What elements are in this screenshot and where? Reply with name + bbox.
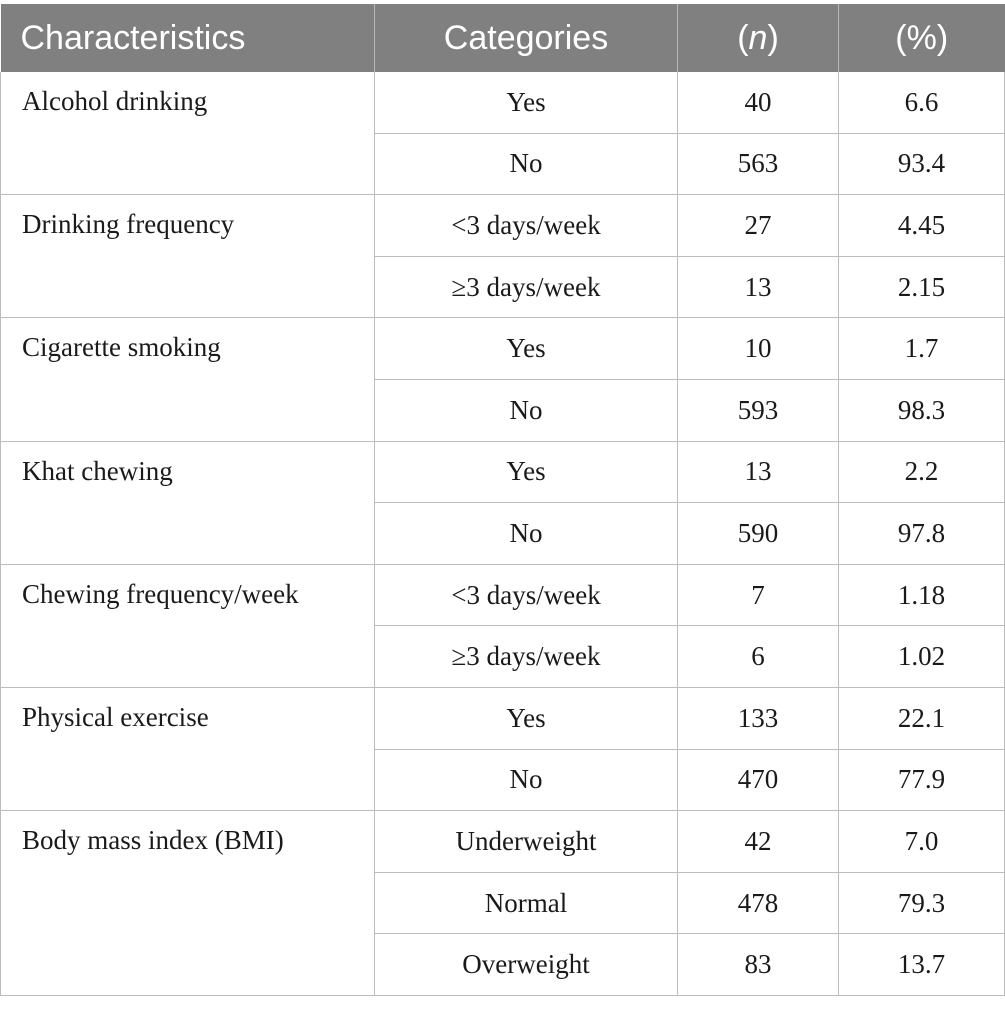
header-n: (n): [677, 4, 839, 72]
characteristic-cell: Khat chewing: [0, 441, 375, 565]
percent-cell: 4.45: [838, 194, 1005, 257]
table-row: No 563 93.4: [1, 133, 1005, 196]
category-cell: Normal: [374, 872, 678, 935]
category-cell: No: [374, 502, 678, 565]
percent-cell: 22.1: [838, 687, 1005, 750]
header-percent: (%): [838, 4, 1005, 72]
percent-cell: 2.2: [838, 441, 1005, 504]
table-row: Overweight 83 13.7: [1, 933, 1005, 996]
table-header: Characteristics Categories (n) (%): [0, 4, 1005, 72]
count-cell: 133: [677, 687, 839, 750]
count-cell: 590: [677, 502, 839, 565]
count-cell: 27: [677, 194, 839, 257]
category-cell: No: [374, 749, 678, 812]
percent-cell: 1.18: [838, 564, 1005, 627]
category-cell: Yes: [374, 317, 678, 380]
header-characteristics: Characteristics: [0, 4, 375, 72]
header-n-close: ): [767, 18, 779, 57]
table-row: Drinking frequency <3 days/week 27 4.45: [0, 194, 1005, 319]
percent-cell: 79.3: [838, 872, 1005, 935]
percent-cell: 13.7: [838, 933, 1005, 996]
percent-cell: 93.4: [838, 133, 1005, 196]
category-cell: Underweight: [374, 810, 678, 873]
count-cell: 13: [677, 441, 839, 504]
percent-cell: 98.3: [838, 379, 1005, 442]
characteristic-cell: Alcohol drinking: [0, 72, 375, 196]
table-row: No 590 97.8: [1, 502, 1005, 565]
characteristic-cell: Physical exercise: [0, 687, 375, 812]
category-cell: ≥3 days/week: [374, 625, 678, 688]
header-n-open: (: [737, 18, 749, 57]
percent-cell: 77.9: [838, 749, 1005, 812]
count-cell: 83: [677, 933, 839, 996]
percent-cell: 1.02: [838, 625, 1005, 688]
count-cell: 40: [677, 72, 839, 134]
category-cell: No: [374, 133, 678, 196]
category-cell: ≥3 days/week: [374, 256, 678, 319]
category-cell: Yes: [374, 441, 678, 504]
percent-cell: 6.6: [838, 72, 1005, 134]
table-row: Physical exercise Yes 133 22.1: [0, 687, 1005, 812]
count-cell: 6: [677, 625, 839, 688]
count-cell: 13: [677, 256, 839, 319]
category-cell: Yes: [374, 687, 678, 750]
count-cell: 593: [677, 379, 839, 442]
table-row: Normal 478 79.3: [1, 872, 1005, 935]
characteristic-cell: Chewing frequency/week: [0, 564, 375, 688]
characteristic-cell: Body mass index (BMI): [0, 810, 375, 996]
table-body: Alcohol drinking Yes 40 6.6 No 563 93.4 Drinkin…: [0, 72, 1005, 996]
table-row: No 470 77.9: [1, 749, 1005, 812]
percent-cell: 97.8: [838, 502, 1005, 565]
table-row: Alcohol drinking Yes 40 6.6: [0, 72, 1005, 196]
table-row: ≥3 days/week 13 2.15: [1, 256, 1005, 319]
category-cell: <3 days/week: [374, 194, 678, 257]
table-row: Khat chewing Yes 13 2.2: [0, 441, 1005, 565]
category-cell: <3 days/week: [374, 564, 678, 627]
table-row: Cigarette smoking Yes 10 1.7: [0, 317, 1005, 442]
header-categories: Categories: [374, 4, 678, 72]
header-row: Characteristics Categories (n) (%): [0, 4, 1005, 72]
count-cell: 470: [677, 749, 839, 812]
characteristic-cell: Cigarette smoking: [0, 317, 375, 442]
category-cell: No: [374, 379, 678, 442]
table-row: No 593 98.3: [1, 379, 1005, 442]
percent-cell: 2.15: [838, 256, 1005, 319]
table-row: Chewing frequency/week <3 days/week 7 1.18: [0, 564, 1005, 688]
header-n-symbol: n: [748, 18, 768, 57]
count-cell: 7: [677, 564, 839, 627]
table-row: ≥3 days/week 6 1.02: [1, 625, 1005, 688]
percent-cell: 1.7: [838, 317, 1005, 380]
characteristics-table: Characteristics Categories (n) (%) Alcoh…: [0, 4, 1005, 996]
table-row: Body mass index (BMI) Underweight 42 7.0: [0, 810, 1005, 996]
count-cell: 563: [677, 133, 839, 196]
characteristic-cell: Drinking frequency: [0, 194, 375, 319]
category-cell: Overweight: [374, 933, 678, 996]
category-cell: Yes: [374, 72, 678, 134]
count-cell: 478: [677, 872, 839, 935]
count-cell: 42: [677, 810, 839, 873]
count-cell: 10: [677, 317, 839, 380]
percent-cell: 7.0: [838, 810, 1005, 873]
